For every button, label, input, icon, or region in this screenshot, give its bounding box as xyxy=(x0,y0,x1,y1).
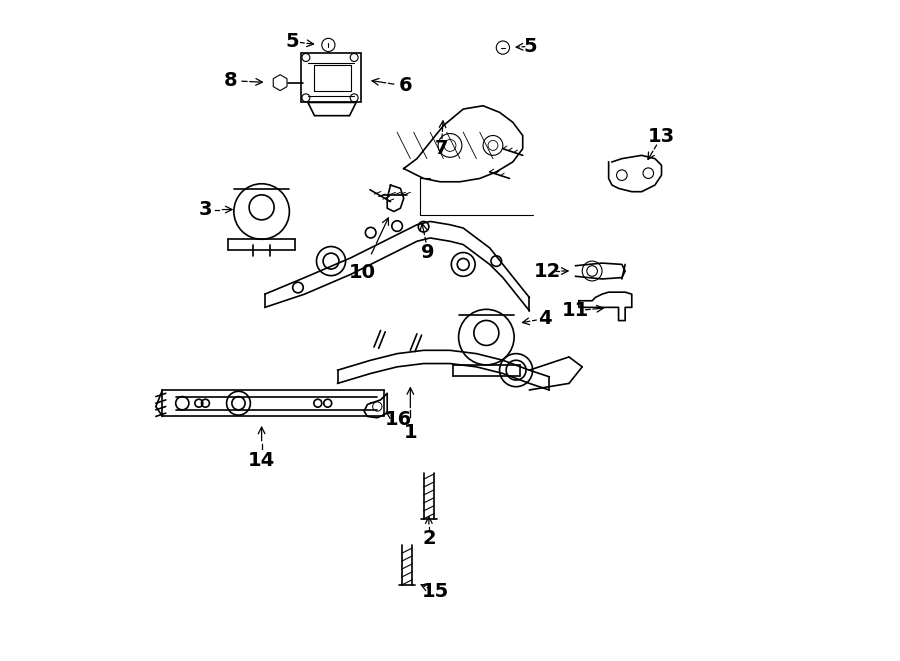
Text: 3: 3 xyxy=(199,200,212,219)
Text: 12: 12 xyxy=(535,262,562,280)
Text: 8: 8 xyxy=(224,71,238,90)
Text: 5: 5 xyxy=(286,32,300,51)
Text: 2: 2 xyxy=(422,529,436,548)
Text: 6: 6 xyxy=(399,77,412,95)
Text: 4: 4 xyxy=(537,309,552,328)
Text: 1: 1 xyxy=(403,424,418,442)
Text: 9: 9 xyxy=(421,243,435,262)
Text: 16: 16 xyxy=(385,410,412,429)
Text: 10: 10 xyxy=(349,263,376,282)
Text: 14: 14 xyxy=(248,451,275,470)
Text: 5: 5 xyxy=(524,37,537,56)
Text: 15: 15 xyxy=(422,582,449,601)
Text: 11: 11 xyxy=(562,301,590,320)
Text: 13: 13 xyxy=(648,128,675,146)
Text: 7: 7 xyxy=(435,139,448,158)
